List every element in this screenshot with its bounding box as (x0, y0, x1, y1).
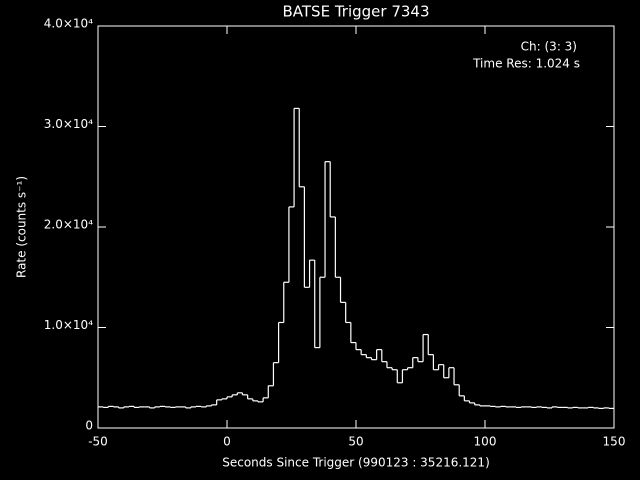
x-tick-label: 0 (223, 435, 231, 449)
x-tick-label: -50 (88, 435, 108, 449)
y-axis-label: Rate (counts s⁻¹) (15, 176, 29, 278)
y-tick-label: 0 (85, 419, 93, 433)
chart-title: BATSE Trigger 7343 (283, 3, 430, 21)
annotation: Time Res: 1.024 s (472, 57, 580, 71)
x-tick-label: 150 (603, 435, 626, 449)
y-tick-label: 2.0×10⁴ (44, 218, 93, 232)
y-tick-label: 4.0×10⁴ (44, 17, 93, 31)
x-axis-label: Seconds Since Trigger (990123 : 35216.12… (222, 456, 490, 470)
x-tick-label: 100 (474, 435, 497, 449)
annotation: Ch: (3: 3) (521, 40, 577, 54)
x-tick-label: 50 (348, 435, 363, 449)
step-risers (102, 108, 610, 409)
y-tick-label: 1.0×10⁴ (44, 318, 93, 332)
y-tick-label: 3.0×10⁴ (44, 117, 93, 131)
